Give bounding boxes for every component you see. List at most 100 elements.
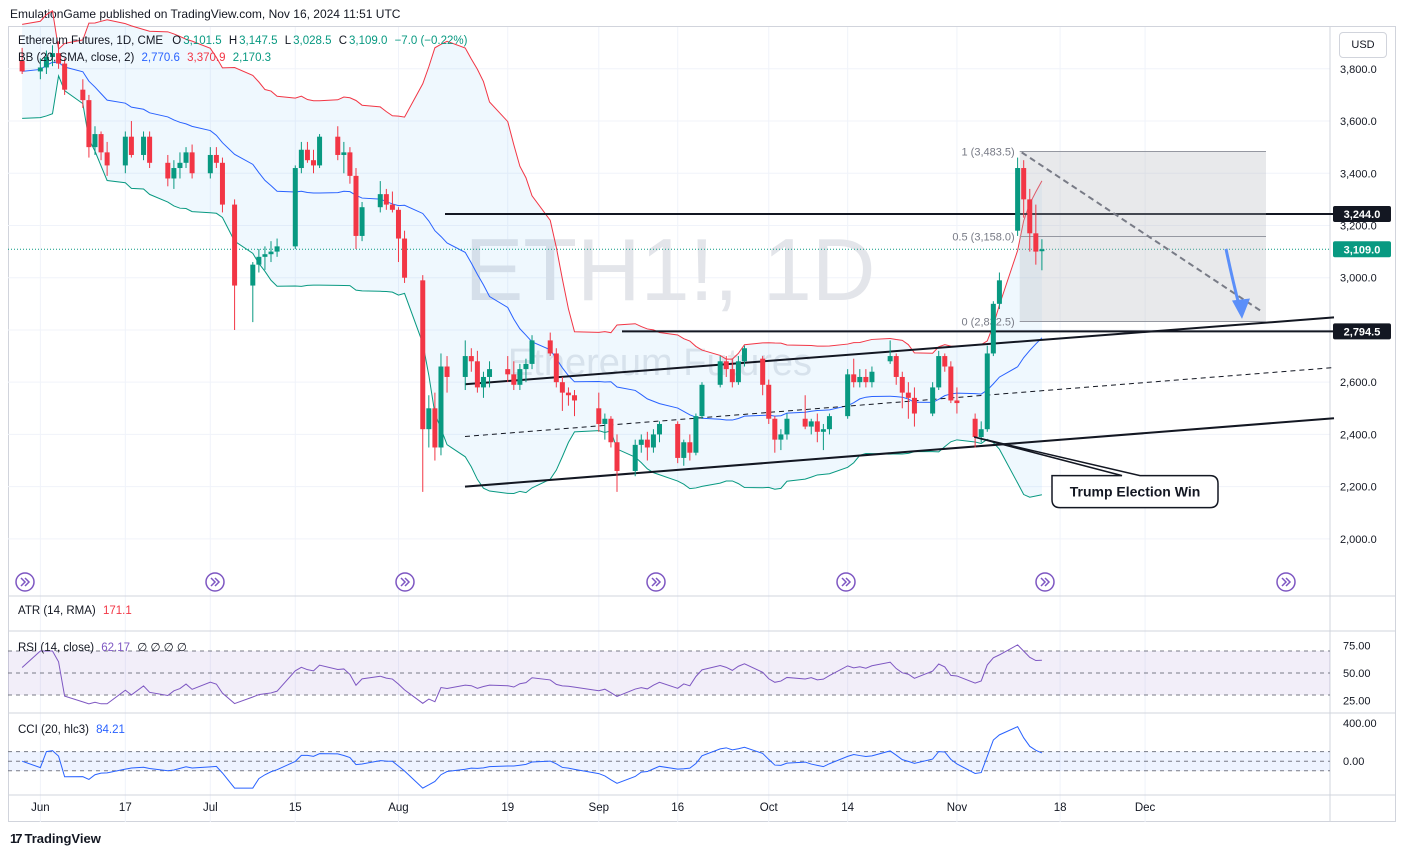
candles: [19, 41, 1045, 492]
candle-body: [468, 356, 474, 362]
watermark-symbol: ETH1!, 1D: [465, 220, 876, 319]
candle-body: [723, 361, 729, 370]
candle-body: [298, 149, 304, 169]
candle-body: [389, 204, 395, 210]
resistance-price-label-bg: [1333, 205, 1391, 222]
cci-value: 84.21: [96, 724, 125, 736]
candle-body: [778, 434, 784, 440]
y-tick-label: 2,000.0: [1340, 534, 1377, 546]
candle-body: [717, 361, 723, 385]
candle-body: [1015, 168, 1021, 231]
candle-body: [869, 371, 875, 383]
candle-body: [863, 376, 869, 383]
candle-body: [37, 67, 43, 72]
candle-body: [56, 53, 62, 64]
candle-body: [559, 382, 565, 393]
y-tick-label: 3,400.0: [1340, 168, 1377, 180]
event-marker-icon: [205, 572, 225, 592]
candle-body: [189, 152, 195, 174]
legend-high: 3,147.5: [239, 35, 278, 47]
x-tick-label: 17: [119, 802, 132, 814]
bb-fill: [22, 10, 1042, 498]
candle-body: [505, 369, 511, 375]
candle-body: [596, 408, 602, 424]
event-marker-icon: [1276, 572, 1296, 592]
candle-body: [43, 57, 49, 68]
rsi-tick-label: 25.00: [1343, 696, 1371, 708]
x-tick-label: Sep: [589, 802, 609, 814]
x-tick-label: 14: [841, 802, 854, 814]
candle-body: [632, 444, 638, 471]
candle-body: [553, 353, 559, 383]
bb-lower-value: 2,170.3: [232, 52, 272, 64]
x-tick-label: Oct: [760, 802, 779, 814]
candle-body: [262, 254, 268, 257]
legend-low-label: L: [284, 35, 292, 47]
candle-body: [523, 363, 529, 370]
x-tick-label: 19: [501, 802, 514, 814]
candle-body: [128, 136, 134, 155]
candle-body: [984, 353, 990, 430]
atr-value: 171.1: [102, 605, 132, 617]
candle-body: [292, 168, 298, 247]
candle-body: [529, 340, 535, 364]
projection-arrow-head: [1232, 298, 1250, 319]
candle-body: [304, 149, 310, 161]
legend-open: 3,101.5: [183, 35, 222, 47]
candle-body: [207, 154, 213, 174]
candle-body: [341, 152, 347, 155]
candle-body: [62, 63, 68, 90]
candle-body: [353, 175, 359, 236]
publisher-line: EmulationGame published on TradingView.c…: [10, 7, 401, 21]
x-tick-label: 15: [289, 802, 302, 814]
candle-body: [547, 340, 553, 354]
rsi-tick-label: 75.00: [1343, 641, 1371, 653]
candle-body: [462, 356, 468, 377]
event-chevrons: [210, 577, 221, 587]
cci-line: [21, 726, 1043, 789]
candle-body: [147, 136, 153, 163]
candle-body: [395, 209, 401, 239]
cci-legend: CCI (20, hlc3) 84.21: [18, 724, 125, 736]
rsi-legend: RSI (14, close) 62.17 ∅ ∅ ∅ ∅: [18, 640, 187, 654]
candle-body: [165, 162, 171, 179]
candle-body: [219, 162, 225, 205]
x-tick-label: Aug: [388, 802, 408, 814]
tradingview-brand: TradingView: [24, 831, 101, 846]
candle-body: [122, 136, 128, 166]
candle-body: [954, 400, 960, 404]
currency-button[interactable]: USD: [1339, 32, 1387, 58]
last-price-label-bg: [1333, 241, 1391, 258]
candle-body: [766, 384, 772, 419]
candle-body: [80, 89, 86, 101]
legend-change: −7.0 (−0.22%): [394, 35, 468, 47]
candle-body: [565, 392, 571, 396]
candle-body: [845, 374, 851, 417]
candle-body: [511, 374, 517, 385]
resistance-price-label: 3,244.0: [1344, 209, 1381, 221]
candle-body: [474, 361, 480, 388]
y-tick-label: 3,200.0: [1340, 220, 1377, 232]
candle-body: [86, 100, 92, 148]
atr-label: ATR (14, RMA): [18, 605, 96, 617]
rsi-line: [21, 644, 1042, 705]
candle-body: [141, 136, 147, 155]
candle-body: [517, 369, 523, 385]
event-chevrons: [1040, 577, 1051, 587]
symbol-legend: Ethereum Futures, 1D, CME O 3,101.5 H 3,14…: [18, 35, 467, 47]
candle-body: [608, 418, 614, 443]
event-chevrons: [400, 577, 411, 587]
tradingview-logo[interactable]: 17 TradingView: [10, 831, 101, 846]
candle-body: [383, 194, 389, 205]
candle-body: [98, 134, 104, 153]
rsi-tick-label: 50.00: [1343, 668, 1371, 680]
candle-body: [735, 361, 741, 383]
legend-open-label: O: [172, 35, 182, 47]
rsi-band: [8, 651, 1330, 695]
candle-body: [650, 434, 656, 448]
candle-body: [911, 397, 917, 414]
candle-body: [930, 387, 936, 414]
callout-text: Trump Election Win: [1070, 484, 1201, 500]
candle-body: [675, 423, 681, 458]
